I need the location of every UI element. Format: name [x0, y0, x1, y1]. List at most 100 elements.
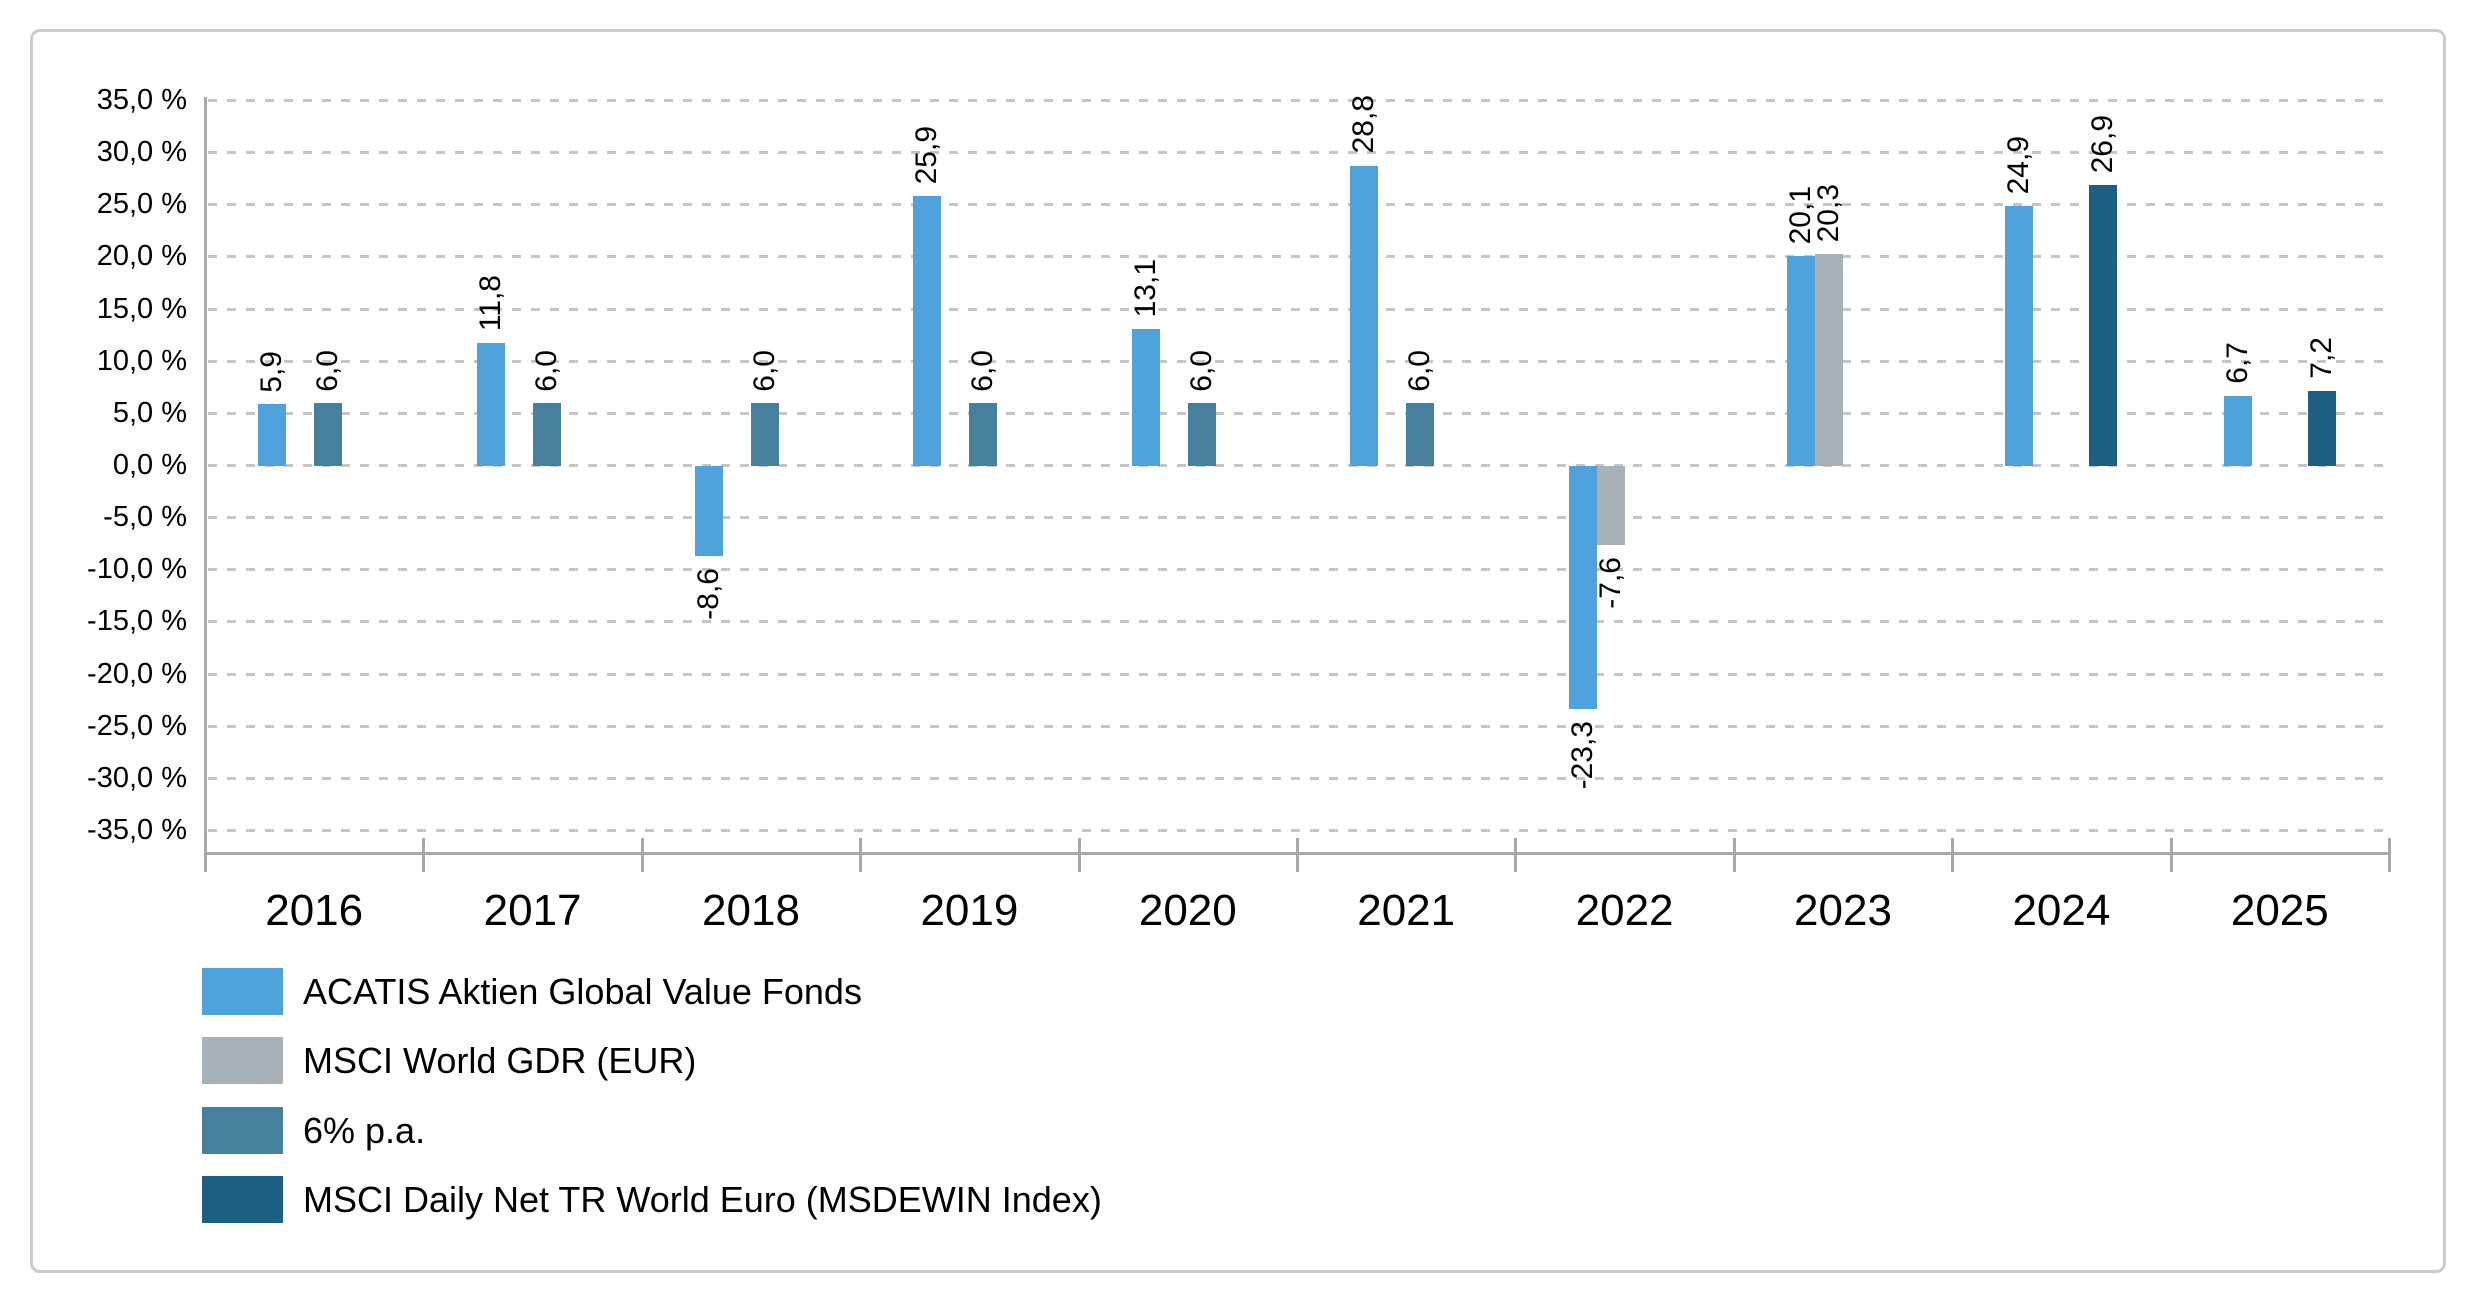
legend-label: 6% p.a.: [303, 1109, 426, 1151]
bar-series1-2024: [2005, 206, 2034, 466]
y-axis-tick-label: 35,0 %: [96, 84, 187, 116]
x-axis-tick: [859, 838, 863, 872]
bar-value-label: 28,8: [1347, 95, 1381, 154]
bar-series1-2016: [258, 404, 287, 466]
y-axis-tick-label: 0,0 %: [112, 449, 187, 481]
bar-value-label: 7,2: [2304, 337, 2338, 379]
x-axis-tick: [1732, 838, 1736, 872]
gridline-10,0%: [208, 359, 2388, 363]
x-axis-year-label: 2018: [702, 886, 800, 935]
x-axis-tick: [2169, 838, 2173, 872]
legend-swatch-acatis_blue: [202, 968, 283, 1015]
bar-series1-2018: [695, 466, 723, 556]
legend-swatch-six_pa_steel: [202, 1106, 283, 1154]
gridline-35,0%: [208, 99, 2388, 102]
gridline--35,0%: [208, 829, 2388, 832]
gridline--5,0%: [208, 516, 2388, 520]
bar-series4-2025: [2307, 390, 2336, 466]
x-axis-tick: [1951, 838, 1955, 872]
bar-value-label: 26,9: [2086, 115, 2120, 174]
bar-value-label: 13,1: [1128, 259, 1162, 318]
bar-series1-2022: [1568, 466, 1597, 709]
gridline--10,0%: [208, 568, 2388, 572]
chart-frame: [30, 29, 2446, 1273]
x-axis-tick: [1514, 838, 1518, 872]
x-axis-tick: [204, 838, 207, 872]
y-axis-line: [204, 97, 207, 872]
gridline-5,0%: [208, 411, 2388, 415]
x-axis-year-label: 2021: [1357, 886, 1456, 935]
y-axis-tick-label: 15,0 %: [96, 292, 187, 325]
bar-value-label: 24,9: [2002, 135, 2036, 195]
y-axis-tick-label: -5,0 %: [103, 501, 187, 534]
bar-series1-2020: [1131, 329, 1160, 466]
x-axis-year-label: 2016: [265, 886, 364, 935]
bar-series3-2018: [751, 403, 779, 466]
y-axis-tick-label: 5,0 %: [112, 396, 187, 429]
bar-value-label: 6,7: [2220, 342, 2254, 385]
x-axis-year-label: 2019: [920, 886, 1019, 935]
legend-label: MSCI World GDR (EUR): [303, 1040, 697, 1082]
x-axis-year-label: 2025: [2230, 886, 2329, 935]
bar-value-label: 20,3: [1812, 183, 1845, 243]
bar-series2-2022: [1596, 466, 1625, 546]
bar-value-label: -8,6: [692, 567, 725, 620]
bar-series1-2017: [476, 342, 505, 466]
bar-series4-2024: [2089, 185, 2118, 466]
x-axis-tick: [1077, 838, 1081, 872]
bar-value-label: 6,0: [748, 349, 781, 392]
bar-series3-2019: [969, 403, 998, 466]
bar-series2-2023: [1815, 254, 1843, 466]
bar-series1-2021: [1350, 165, 1379, 466]
bar-value-label: 6,0: [1403, 349, 1437, 392]
x-axis-year-label: 2023: [1794, 886, 1892, 935]
gridline--30,0%: [208, 776, 2388, 780]
x-axis-tick: [422, 838, 426, 872]
gridline-0,0%: [208, 464, 2388, 467]
gridline-20,0%: [208, 255, 2388, 259]
gridline-25,0%: [208, 203, 2388, 207]
gridline--20,0%: [208, 672, 2388, 676]
y-axis-tick-label: -10,0 %: [87, 553, 187, 586]
y-axis-tick-label: 20,0 %: [96, 240, 187, 273]
y-axis-tick-label: -15,0 %: [87, 605, 187, 638]
bar-series1-2019: [913, 195, 942, 466]
gridline-15,0%: [208, 307, 2388, 311]
bar-value-label: 6,0: [311, 349, 345, 392]
bar-value-label: 6,0: [966, 349, 1000, 392]
bar-series3-2016: [314, 403, 343, 466]
legend-swatch-msdewin_dark: [202, 1175, 283, 1223]
bar-value-label: -7,6: [1593, 557, 1627, 609]
y-axis-tick-label: 30,0 %: [96, 136, 187, 169]
legend-label: MSCI Daily Net TR World Euro (MSDEWIN In…: [303, 1178, 1102, 1220]
bar-value-label: 6,0: [529, 349, 563, 392]
bar-series3-2021: [1406, 403, 1435, 466]
bar-value-label: 5,9: [255, 350, 289, 393]
bar-value-label: -23,3: [1565, 720, 1599, 790]
bar-series3-2020: [1187, 403, 1216, 466]
bar-value-label: 6,0: [1184, 349, 1218, 392]
legend-label: ACATIS Aktien Global Value Fonds: [303, 971, 862, 1012]
y-axis-tick-label: -20,0 %: [87, 657, 187, 690]
y-axis-tick-label: 10,0 %: [96, 344, 187, 377]
bar-series1-2025: [2223, 396, 2252, 466]
gridline--25,0%: [208, 724, 2388, 728]
x-axis-tick: [1296, 838, 1299, 872]
x-axis-year-label: 2022: [1575, 886, 1674, 935]
x-axis-tick: [640, 838, 644, 872]
y-axis-tick-label: -35,0 %: [87, 814, 187, 846]
gridline-30,0%: [208, 151, 2388, 155]
y-axis-tick-label: -30,0 %: [87, 761, 187, 794]
x-axis-year-label: 2020: [1138, 886, 1237, 935]
legend-swatch-msci_gdr_gray: [202, 1037, 283, 1085]
y-axis-tick-label: -25,0 %: [87, 709, 187, 742]
x-axis-year-label: 2017: [483, 886, 582, 935]
bar-series3-2017: [532, 403, 561, 466]
bar-value-label: 11,8: [473, 274, 507, 331]
x-axis-tick: [2388, 838, 2391, 872]
x-axis-year-label: 2024: [2012, 886, 2111, 935]
y-axis-tick-label: 25,0 %: [96, 188, 187, 221]
gridline--15,0%: [208, 620, 2388, 624]
bar-series1-2023: [1787, 256, 1815, 466]
